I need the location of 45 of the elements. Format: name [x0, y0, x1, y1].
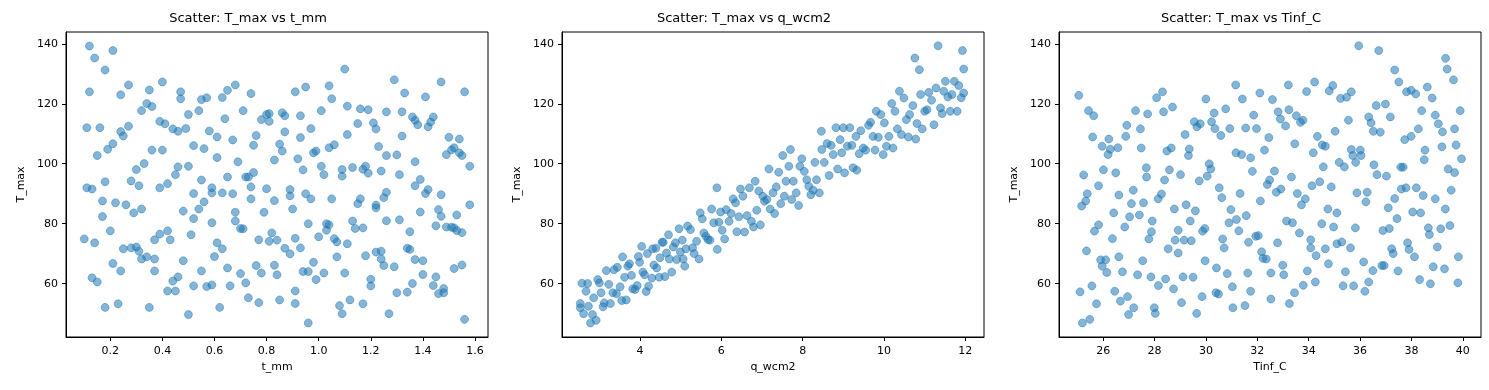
x-tick-label: 26 [1095, 344, 1110, 357]
y-tick-label: 80 [1036, 216, 1051, 230]
chart-title: Scatter: T_max vs Tinf_C [1160, 10, 1321, 25]
x-tick-label: 12 [958, 344, 973, 357]
x-tick-label: 1.4 [414, 344, 432, 357]
x-tick-label: 28 [1147, 344, 1162, 357]
x-tick-label: 40 [1455, 344, 1470, 357]
x-tick-label: 4 [636, 344, 644, 357]
y-tick-label: 100 [1029, 157, 1051, 171]
y-axis-title: T_max [14, 165, 28, 204]
y-tick-label: 140 [37, 37, 58, 51]
x-tick-label: 8 [799, 344, 807, 357]
x-tick-label: 10 [877, 344, 892, 357]
x-tick-label: 36 [1352, 344, 1367, 357]
y-axis-title: T_max [1006, 165, 1020, 204]
x-tick-label: 32 [1249, 344, 1264, 357]
x-tick-label: 1.2 [362, 344, 380, 357]
x-tick-label: 0.4 [153, 344, 172, 357]
x-axis-title: t_mm [261, 360, 293, 373]
y-axis-title: T_max [510, 165, 524, 204]
x-tick-label: 0.2 [101, 344, 120, 357]
x-axis-title: Tinf_C [1251, 360, 1287, 373]
y-tick-label: 100 [533, 157, 555, 171]
x-tick-label: 1.0 [309, 344, 328, 357]
x-tick-label: 0.6 [205, 344, 224, 357]
x-tick-label: 38 [1404, 344, 1419, 357]
y-tick-label: 60 [1036, 276, 1051, 290]
x-tick-label: 30 [1198, 344, 1213, 357]
y-tick-label: 120 [533, 97, 555, 111]
y-tick-label: 60 [44, 276, 58, 290]
x-tick-label: 0.8 [257, 344, 276, 357]
chart-title: Scatter: T_max vs t_mm [169, 10, 327, 25]
y-tick-label: 80 [540, 216, 555, 230]
x-axis-title: q_wcm2 [750, 360, 796, 373]
y-tick-label: 80 [44, 216, 58, 230]
x-tick-label: 6 [718, 344, 726, 357]
y-tick-label: 120 [37, 97, 58, 111]
y-tick-label: 140 [1029, 37, 1051, 51]
x-tick-label: 34 [1301, 344, 1316, 357]
x-tick-label: 1.6 [466, 344, 484, 357]
y-tick-label: 60 [540, 276, 555, 290]
y-tick-label: 120 [1029, 97, 1051, 111]
chart-title: Scatter: T_max vs q_wcm2 [657, 10, 832, 25]
y-tick-label: 140 [533, 37, 555, 51]
y-tick-label: 100 [37, 157, 58, 171]
